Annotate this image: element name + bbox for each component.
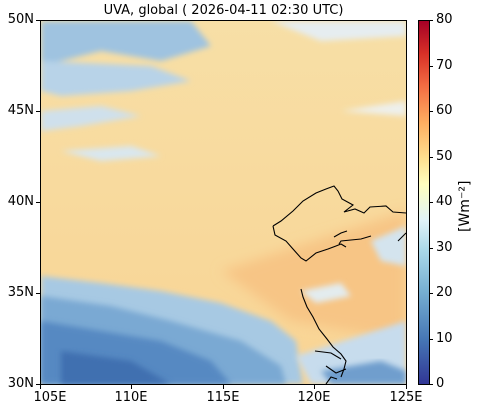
x-tick-mark [406, 385, 407, 389]
x-tick-mark [314, 385, 315, 389]
north-cloud-streaks [41, 21, 406, 161]
colorbar-tick-label: 20 [436, 285, 453, 300]
y-tick-mark [36, 202, 40, 203]
x-tick-label: 105E [33, 390, 67, 405]
colorbar-tick [430, 157, 433, 158]
y-tick-mark [36, 111, 40, 112]
colorbar-tick [430, 202, 433, 203]
colorbar-unit-label: [Wm⁻²] [457, 180, 473, 232]
south-cloud-region [41, 276, 406, 384]
colorbar [418, 20, 430, 385]
colorbar-tick-label: 10 [436, 331, 453, 346]
colorbar-tick [430, 384, 433, 385]
y-tick-label: 40N [7, 194, 34, 209]
map-title: UVA, global ( 2026-04-11 02:30 UTC) [103, 3, 344, 18]
x-tick-label: 110E [114, 390, 148, 405]
x-tick-label: 115E [206, 390, 240, 405]
colorbar-tick-label: 80 [436, 12, 453, 27]
colorbar-tick-label: 0 [436, 376, 445, 391]
x-tick-mark [131, 385, 132, 389]
y-tick-label: 35N [7, 285, 34, 300]
y-tick-label: 45N [7, 103, 34, 118]
colorbar-tick-label: 50 [436, 149, 453, 164]
colorbar-tick-label: 30 [436, 240, 453, 255]
map-panel[interactable] [40, 20, 407, 385]
colorbar-tick [430, 293, 433, 294]
colorbar-tick [430, 111, 433, 112]
x-tick-mark [40, 385, 41, 389]
warm-band [221, 211, 406, 341]
y-tick-mark [36, 20, 40, 21]
colorbar-tick [430, 66, 433, 67]
y-tick-label: 30N [7, 376, 34, 391]
x-tick-label: 125E [389, 390, 423, 405]
colorbar-tick-label: 70 [436, 58, 453, 73]
colorbar-tick [430, 339, 433, 340]
colorbar-tick-label: 40 [436, 194, 453, 209]
y-tick-mark [36, 384, 40, 385]
colorbar-tick-label: 60 [436, 103, 453, 118]
y-tick-label: 50N [7, 12, 34, 27]
coastline [272, 185, 406, 384]
y-tick-mark [36, 293, 40, 294]
uva-field-map [41, 21, 406, 384]
x-tick-label: 120E [297, 390, 331, 405]
colorbar-tick [430, 20, 433, 21]
x-tick-mark [223, 385, 224, 389]
east-cloud-patches [301, 226, 406, 303]
colorbar-tick [430, 248, 433, 249]
